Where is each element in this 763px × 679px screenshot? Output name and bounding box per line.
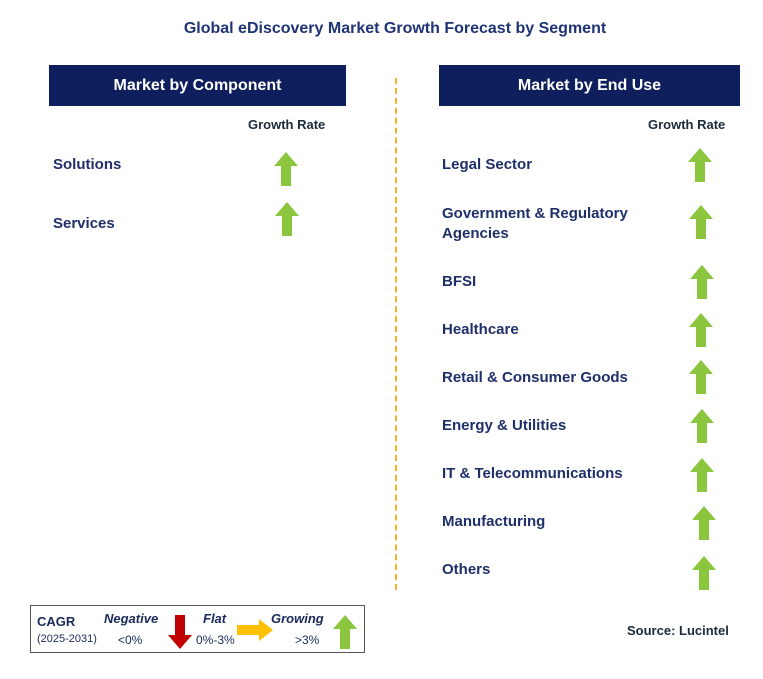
end-use-item-retail: Retail & Consumer Goods: [442, 369, 628, 386]
growing-arrow-icon: [689, 313, 713, 347]
end-use-item-healthcare: Healthcare: [442, 321, 519, 338]
negative-arrow-icon: [168, 615, 192, 649]
end-use-panel-header: Market by End Use: [439, 65, 740, 106]
legend-period: (2025-2031): [37, 633, 97, 645]
legend-growing-label: Growing: [271, 611, 324, 626]
legend-flat-range: 0%-3%: [196, 633, 235, 647]
end-use-growth-rate-label: Growth Rate: [648, 117, 726, 132]
component-item-solutions: Solutions: [53, 156, 122, 173]
growing-arrow-icon: [274, 152, 298, 186]
growing-arrow-icon: [689, 360, 713, 394]
legend-growing-range: >3%: [295, 633, 320, 647]
cagr-legend: CAGR (2025-2031) Negative <0% Flat 0%-3%…: [30, 605, 365, 653]
end-use-item-legal-sector: Legal Sector: [442, 156, 533, 173]
growing-arrow-icon: [275, 202, 299, 236]
growing-arrow-icon: [688, 148, 712, 182]
end-use-item-it-telecom: IT & Telecommunications: [442, 465, 623, 482]
end-use-item-government-line2: Agencies: [442, 225, 509, 242]
source-note: Source: Lucintel: [627, 623, 729, 638]
end-use-item-energy: Energy & Utilities: [442, 417, 567, 434]
growing-arrow-icon: [692, 556, 716, 590]
growing-arrow-icon: [333, 615, 357, 649]
legend-negative-label: Negative: [104, 611, 159, 626]
growing-arrow-icon: [689, 205, 713, 239]
chart-title: Global eDiscovery Market Growth Forecast…: [183, 20, 607, 37]
component-panel-header: Market by Component: [49, 65, 346, 106]
growing-arrow-icon: [690, 458, 714, 492]
growing-arrow-icon: [690, 409, 714, 443]
growing-arrow-icon: [692, 506, 716, 540]
flat-arrow-icon: [237, 619, 273, 641]
component-growth-rate-label: Growth Rate: [248, 117, 326, 132]
legend-cagr-label: CAGR: [37, 614, 76, 629]
end-use-item-government-line1: Government & Regulatory: [442, 205, 628, 222]
end-use-item-manufacturing: Manufacturing: [442, 513, 546, 530]
end-use-item-others: Others: [442, 561, 491, 578]
panel-divider: [395, 78, 397, 590]
component-item-services: Services: [53, 215, 115, 232]
end-use-item-bfsi: BFSI: [442, 273, 477, 290]
growing-arrow-icon: [690, 265, 714, 299]
end-use-item-government: Government & Regulatory Agencies: [442, 204, 628, 244]
legend-flat-label: Flat: [203, 611, 227, 626]
legend-negative-range: <0%: [118, 633, 143, 647]
